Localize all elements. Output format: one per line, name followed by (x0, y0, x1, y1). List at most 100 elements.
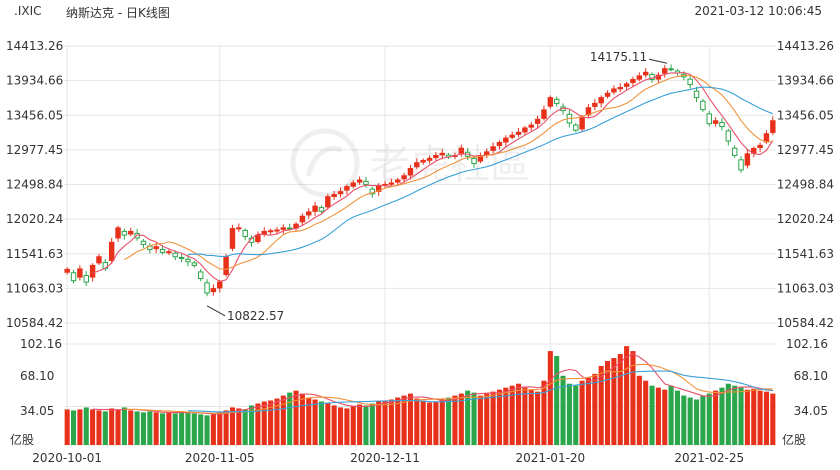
candle-body (738, 159, 744, 171)
volume-bar (446, 397, 452, 445)
candle-body (178, 256, 185, 259)
volume-bar (191, 413, 197, 445)
volume-bar (293, 390, 299, 445)
volume-bar (376, 401, 382, 445)
volume-bar (318, 401, 325, 445)
volume-bar (287, 392, 293, 445)
volume-bar (458, 393, 464, 445)
candle-body (757, 144, 763, 149)
volume-bar (763, 391, 770, 445)
x-tick-label: 2021-02-25 (674, 451, 744, 465)
candle-body (439, 152, 445, 156)
candle-body (611, 88, 617, 93)
candle-body (623, 83, 630, 87)
volume-bar (503, 387, 509, 445)
candle-body (236, 227, 242, 230)
candle-body (496, 141, 503, 146)
volume-bar (280, 395, 286, 445)
volume-tick-label-left: 68.10 (20, 369, 54, 383)
annotation-leader (648, 58, 668, 64)
candle-body (636, 75, 643, 80)
candle-body (528, 124, 534, 128)
y-tick-label-right: 12498.84 (777, 178, 834, 192)
y-tick-label-left: 12977.45 (6, 143, 63, 157)
candle-body (744, 153, 751, 166)
volume-bar (140, 412, 147, 445)
y-tick-label-right: 14413.26 (777, 39, 834, 53)
candle-body (337, 191, 344, 195)
volume-bar (484, 393, 490, 445)
volume-bar (700, 395, 706, 445)
candle-body (64, 268, 70, 273)
candle-body (140, 240, 147, 245)
candle-body (70, 272, 77, 282)
y-tick-label-left: 14413.26 (6, 39, 63, 53)
volume-bar (388, 399, 394, 445)
y-tick-label-right: 12977.45 (777, 143, 834, 157)
volume-bar (452, 395, 458, 445)
candle-body (153, 246, 159, 250)
candle-body (553, 98, 560, 104)
candle-body (115, 227, 121, 239)
candles (64, 64, 776, 297)
candle-body (134, 232, 140, 239)
volume-bar (407, 393, 414, 445)
y-tick-label-left: 11063.03 (6, 281, 63, 295)
volume-bar (579, 380, 585, 445)
watermark-logo-swirl (305, 146, 343, 177)
candle-body (350, 182, 356, 187)
candle-body (617, 86, 623, 90)
candle-body (77, 268, 83, 278)
candle-body (166, 251, 172, 254)
volume-bar (369, 403, 375, 445)
candle-body (369, 188, 376, 195)
candle-body (719, 121, 725, 128)
volume-bar (261, 401, 267, 445)
candle-body (172, 252, 178, 258)
candle-body (426, 157, 433, 161)
candle-body (458, 147, 465, 154)
candle-body (598, 97, 604, 104)
candle-body (280, 227, 287, 230)
y-tick-label-left: 12498.84 (6, 178, 63, 192)
volume-bar (331, 405, 337, 445)
volume-bar (217, 412, 223, 445)
volume-bar (242, 409, 248, 445)
annotations: 14175.11 10822.57 (206, 50, 668, 323)
volume-bar (236, 408, 242, 445)
candle-body (420, 160, 426, 163)
chart-name-label: 纳斯达克 - 日K线图 (66, 6, 170, 20)
candle-body (363, 180, 369, 185)
volume-bar (121, 407, 127, 445)
volume-bar (64, 409, 70, 445)
volume-bar (198, 414, 204, 445)
volume-bar (528, 389, 534, 445)
candle-body (89, 264, 96, 278)
x-tick-label: 2020-12-11 (350, 451, 420, 465)
volume-bar (147, 411, 153, 445)
volume-bar (96, 410, 102, 445)
volume-bar (83, 407, 89, 445)
y-tick-label-right: 11541.63 (777, 247, 834, 261)
volume-bar (471, 392, 477, 445)
volume-bar (674, 390, 681, 445)
y-tick-label-right: 12020.24 (777, 212, 834, 226)
volume-bar (732, 385, 738, 445)
volume-tick-label-left: 34.05 (20, 404, 54, 418)
watermark: 老虎社區 (290, 128, 530, 198)
candle-body (433, 154, 439, 159)
volume-bar (77, 409, 83, 445)
candle-body (325, 196, 331, 208)
volume-bar (115, 409, 121, 445)
candle-body (108, 241, 115, 262)
candle-body (573, 124, 579, 131)
datetime-label: 2021-03-12 10:06:45 (694, 4, 822, 18)
candle-body (712, 120, 719, 124)
candle-body (687, 78, 693, 86)
volume-bar (738, 387, 744, 445)
volume-bar (751, 388, 757, 445)
volume-bar (744, 389, 750, 445)
y-tick-label-left: 13456.05 (6, 108, 63, 122)
volume-bar (585, 377, 592, 445)
